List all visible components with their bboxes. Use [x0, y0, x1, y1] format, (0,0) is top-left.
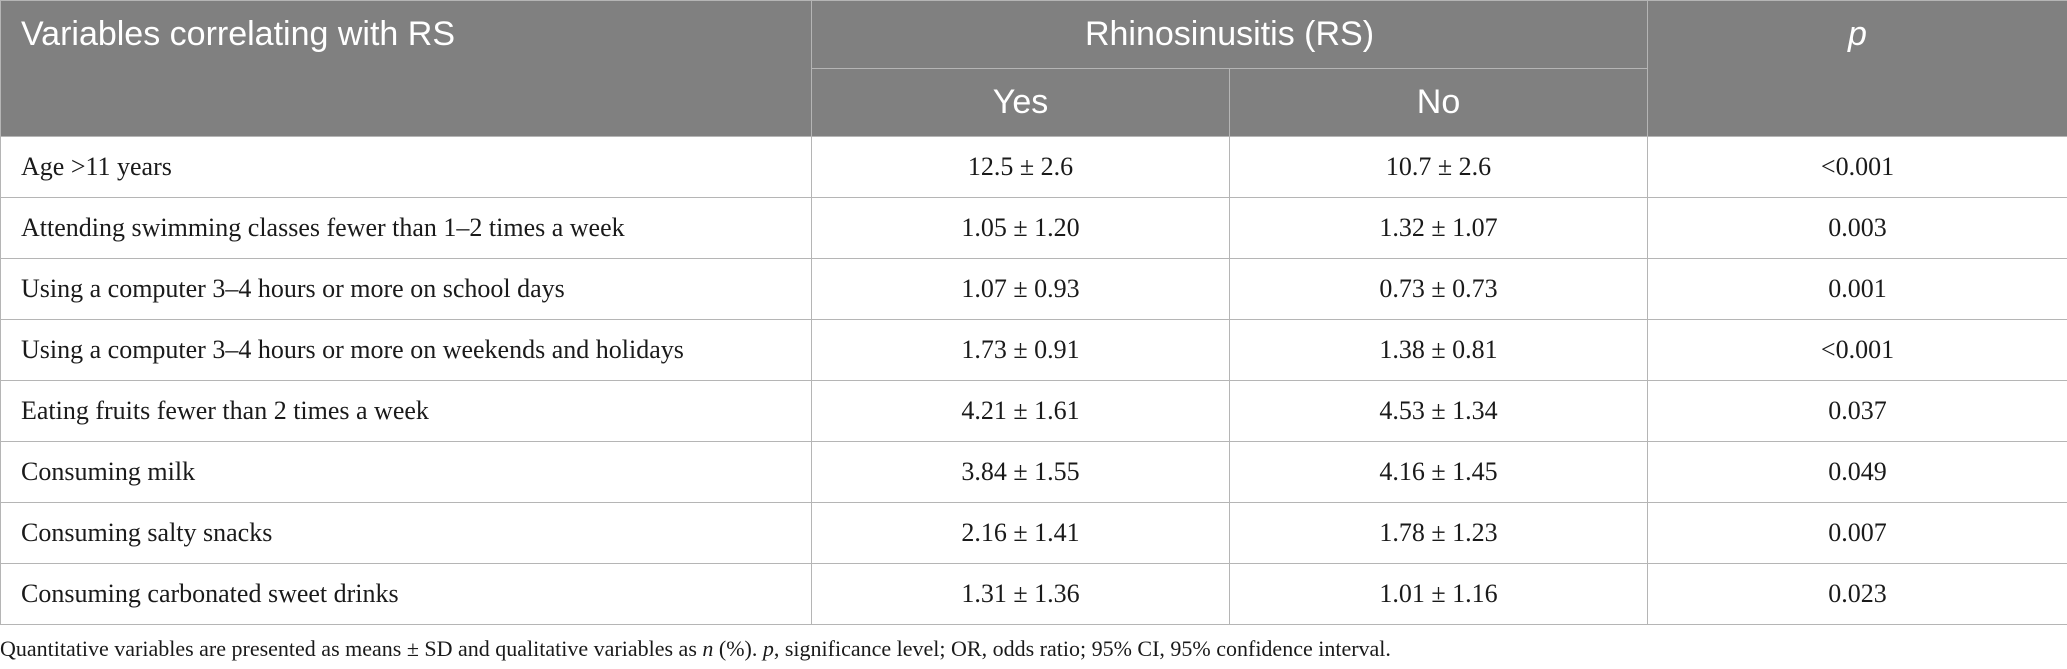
row-p-value: 0.003: [1647, 197, 2067, 259]
footnote-text-3: , significance level; OR, odds ratio; 95…: [773, 636, 1391, 661]
row-no-value: 1.78 ± 1.23: [1229, 502, 1648, 564]
row-no-value: 4.16 ± 1.45: [1229, 441, 1648, 503]
table-row: Using a computer 3–4 hours or more on we…: [0, 319, 2067, 381]
table-row: Consuming milk 3.84 ± 1.55 4.16 ± 1.45 0…: [0, 441, 2067, 503]
row-yes-value: 1.05 ± 1.20: [811, 197, 1230, 259]
table-row: Consuming carbonated sweet drinks 1.31 ±…: [0, 563, 2067, 625]
row-p-value: <0.001: [1647, 319, 2067, 381]
row-no-value: 1.38 ± 0.81: [1229, 319, 1648, 381]
row-label: Using a computer 3–4 hours or more on we…: [0, 319, 812, 381]
footnote-p: p: [762, 636, 774, 661]
row-no-value: 10.7 ± 2.6: [1229, 136, 1648, 198]
row-yes-value: 4.21 ± 1.61: [811, 380, 1230, 442]
header-variables: Variables correlating with RS: [0, 0, 812, 137]
header-p: p: [1647, 0, 2067, 137]
row-label: Consuming carbonated sweet drinks: [0, 563, 812, 625]
row-no-value: 0.73 ± 0.73: [1229, 258, 1648, 320]
table-header: Variables correlating with RS Rhinosinus…: [0, 0, 2067, 137]
header-row-1: Variables correlating with RS Rhinosinus…: [0, 0, 2067, 137]
row-p-value: <0.001: [1647, 136, 2067, 198]
header-yes: Yes: [811, 68, 1230, 137]
header-row-2: Yes No: [1, 68, 2067, 137]
row-p-value: 0.037: [1647, 380, 2067, 442]
table-row: Eating fruits fewer than 2 times a week …: [0, 380, 2067, 442]
table-body: Age >11 years 12.5 ± 2.6 10.7 ± 2.6 <0.0…: [0, 136, 2067, 625]
footnote-text-1: Quantitative variables are presented as …: [0, 636, 703, 661]
row-yes-value: 1.31 ± 1.36: [811, 563, 1230, 625]
row-p-value: 0.023: [1647, 563, 2067, 625]
row-p-value: 0.007: [1647, 502, 2067, 564]
row-label: Age >11 years: [0, 136, 812, 198]
table-row: Age >11 years 12.5 ± 2.6 10.7 ± 2.6 <0.0…: [0, 136, 2067, 198]
header-rhinosinusitis: Rhinosinusitis (RS): [811, 0, 1648, 69]
header-no: No: [1229, 68, 1648, 137]
results-table: Variables correlating with RS Rhinosinus…: [0, 0, 2067, 625]
row-yes-value: 3.84 ± 1.55: [811, 441, 1230, 503]
table-row: Using a computer 3–4 hours or more on sc…: [0, 258, 2067, 320]
row-no-value: 1.32 ± 1.07: [1229, 197, 1648, 259]
table-row: Attending swimming classes fewer than 1–…: [0, 197, 2067, 259]
footnote-text-2: (%).: [713, 636, 763, 661]
row-p-value: 0.049: [1647, 441, 2067, 503]
row-yes-value: 1.07 ± 0.93: [811, 258, 1230, 320]
row-no-value: 1.01 ± 1.16: [1229, 563, 1648, 625]
results-table-container: Variables correlating with RS Rhinosinus…: [0, 0, 2067, 625]
row-label: Eating fruits fewer than 2 times a week: [0, 380, 812, 442]
row-p-value: 0.001: [1647, 258, 2067, 320]
row-yes-value: 12.5 ± 2.6: [811, 136, 1230, 198]
row-label: Attending swimming classes fewer than 1–…: [0, 197, 812, 259]
table-row: Consuming salty snacks 2.16 ± 1.41 1.78 …: [0, 502, 2067, 564]
footnote-n: n: [702, 636, 714, 661]
row-yes-value: 1.73 ± 0.91: [811, 319, 1230, 381]
row-label: Consuming milk: [0, 441, 812, 503]
row-label: Using a computer 3–4 hours or more on sc…: [0, 258, 812, 320]
row-no-value: 4.53 ± 1.34: [1229, 380, 1648, 442]
table-footnote: Quantitative variables are presented as …: [0, 636, 1391, 662]
row-yes-value: 2.16 ± 1.41: [811, 502, 1230, 564]
row-label: Consuming salty snacks: [0, 502, 812, 564]
